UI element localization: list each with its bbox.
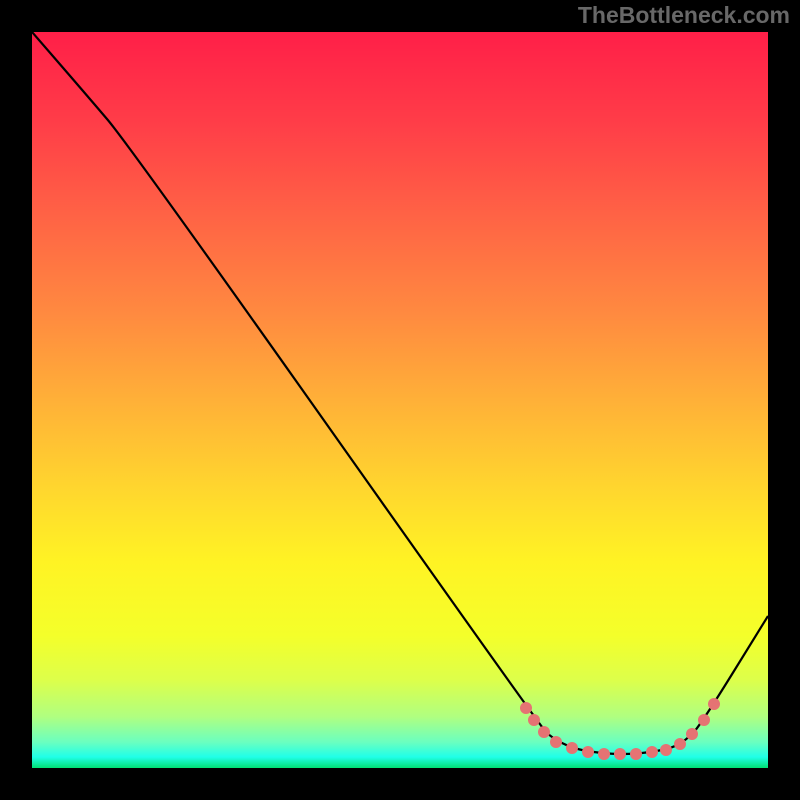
curve-marker bbox=[614, 748, 626, 760]
curve-marker bbox=[528, 714, 540, 726]
bottleneck-curve bbox=[32, 32, 768, 754]
curve-marker bbox=[520, 702, 532, 714]
curve-marker bbox=[660, 744, 672, 756]
attribution-text: TheBottleneck.com bbox=[578, 2, 790, 29]
markers-group bbox=[520, 698, 720, 760]
curve-marker bbox=[566, 742, 578, 754]
curve-marker bbox=[598, 748, 610, 760]
curve-marker bbox=[582, 746, 594, 758]
curve-marker bbox=[674, 738, 686, 750]
chart-container: TheBottleneck.com bbox=[0, 0, 800, 800]
plot-area bbox=[32, 32, 768, 768]
curve-marker bbox=[698, 714, 710, 726]
curve-marker bbox=[646, 746, 658, 758]
curve-layer bbox=[32, 32, 768, 768]
curve-marker bbox=[538, 726, 550, 738]
curve-marker bbox=[708, 698, 720, 710]
curve-marker bbox=[686, 728, 698, 740]
curve-marker bbox=[630, 748, 642, 760]
curve-marker bbox=[550, 736, 562, 748]
